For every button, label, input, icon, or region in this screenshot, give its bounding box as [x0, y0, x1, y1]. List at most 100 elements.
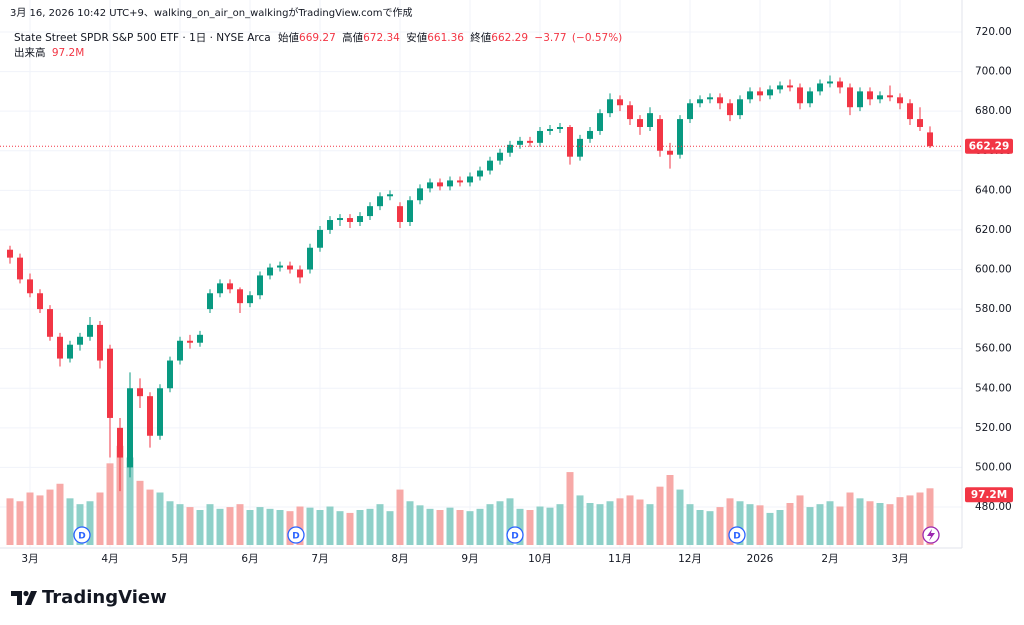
candle-body [557, 127, 563, 129]
candle-body [227, 283, 233, 290]
candle-body [777, 85, 783, 90]
candle-body [267, 267, 273, 276]
candle-body [7, 249, 13, 258]
candle-body [887, 95, 893, 98]
y-tick-label: 720.00 [975, 26, 1012, 38]
volume-bar [526, 510, 534, 545]
candle-body [127, 388, 133, 468]
x-tick-label: 7月 [311, 553, 328, 565]
candle-body [97, 324, 103, 361]
dividend-marker[interactable]: D [728, 526, 746, 544]
candle-body [207, 293, 213, 310]
volume-bar [296, 506, 304, 545]
last-volume-box [965, 487, 1013, 503]
volume-bar [186, 507, 194, 545]
candle-body [367, 206, 373, 217]
volume-bar [496, 501, 504, 545]
grid [0, 0, 962, 548]
volume-bar [486, 504, 494, 545]
dividend-text: D [78, 532, 85, 542]
candle-body [107, 348, 113, 418]
volume-bar [76, 504, 84, 545]
volume-bar [906, 495, 914, 545]
candle-body [537, 130, 543, 143]
dividend-marker[interactable]: D [506, 526, 524, 544]
volume-bar [396, 489, 404, 545]
volume-pane [6, 445, 934, 545]
volume-bar [796, 495, 804, 545]
volume-bar [766, 512, 774, 545]
candle-body [917, 119, 923, 127]
volume-bar [196, 510, 204, 545]
last-volume-label: 97.2M [971, 489, 1007, 501]
symbol: State Street SPDR S&P 500 ETF · 1日 · NYS… [14, 32, 271, 44]
candle-body [507, 144, 513, 153]
candle-body [577, 138, 583, 157]
candle-body [727, 103, 733, 116]
y-tick-label: 680.00 [975, 105, 1012, 117]
candle-body [667, 150, 673, 155]
candle-body [757, 91, 763, 96]
x-tick-label: 9月 [461, 553, 478, 565]
volume-bar [686, 504, 694, 545]
volume-bar [516, 508, 524, 545]
volume-bar [676, 489, 684, 545]
high-value: 672.34 [363, 32, 400, 44]
candle-body [737, 99, 743, 116]
volume-bar [466, 511, 474, 545]
x-tick-label: 3月 [891, 553, 908, 565]
volume-bar [756, 505, 764, 545]
volume-bar [576, 495, 584, 545]
candle-body [237, 289, 243, 304]
volume-bar [726, 498, 734, 545]
candle-body [117, 427, 123, 458]
volume-bar [436, 510, 444, 545]
volume-bar [66, 498, 74, 545]
volume-bar [846, 492, 854, 545]
y-tick-label: 620.00 [975, 224, 1012, 236]
candle-body [897, 97, 903, 104]
candle-body [47, 309, 53, 337]
candle-body [477, 170, 483, 177]
candle-body [587, 130, 593, 139]
candle-body [257, 275, 263, 296]
candle-body [807, 91, 813, 104]
dividend-markers: D D D D [73, 526, 940, 544]
candle-body [437, 182, 443, 187]
volume-bar [276, 510, 284, 545]
volume-bar [366, 508, 374, 545]
volume-bar [706, 511, 714, 545]
volume-bar [96, 492, 104, 545]
volume-bar [646, 504, 654, 545]
legend-line: State Street SPDR S&P 500 ETF · 1日 · NYS… [14, 31, 622, 44]
volume-bar [246, 510, 254, 545]
brand-logo [11, 590, 37, 605]
x-tick-label: 4月 [101, 553, 118, 565]
volume-bar [616, 498, 624, 545]
last-price-label: 662.29 [969, 141, 1010, 153]
x-tick-label: 10月 [528, 553, 552, 565]
dividend-marker[interactable]: D [73, 526, 91, 544]
low-label: 安値 [406, 31, 427, 44]
volume-bar [606, 501, 614, 545]
x-tick-label: 11月 [608, 553, 632, 565]
volume-bar [826, 501, 834, 545]
dividend-marker[interactable]: D [287, 526, 305, 544]
volume-bar [596, 504, 604, 545]
volume-bar [916, 492, 924, 545]
volume-bar [816, 504, 824, 545]
candle-body [817, 83, 823, 92]
event-marker[interactable] [922, 526, 940, 544]
volume-bar [836, 506, 844, 545]
close-label: 終値 [470, 31, 491, 44]
x-tick-label: 3月 [21, 553, 38, 565]
candle-body [327, 220, 333, 230]
volume-bar [136, 480, 144, 545]
volume-bar [346, 512, 354, 545]
volume-bar [776, 510, 784, 545]
candle-body [397, 206, 403, 222]
volume-label: 出来高 [14, 46, 46, 59]
y-tick-label: 580.00 [975, 303, 1012, 315]
volume-bar [166, 501, 174, 545]
